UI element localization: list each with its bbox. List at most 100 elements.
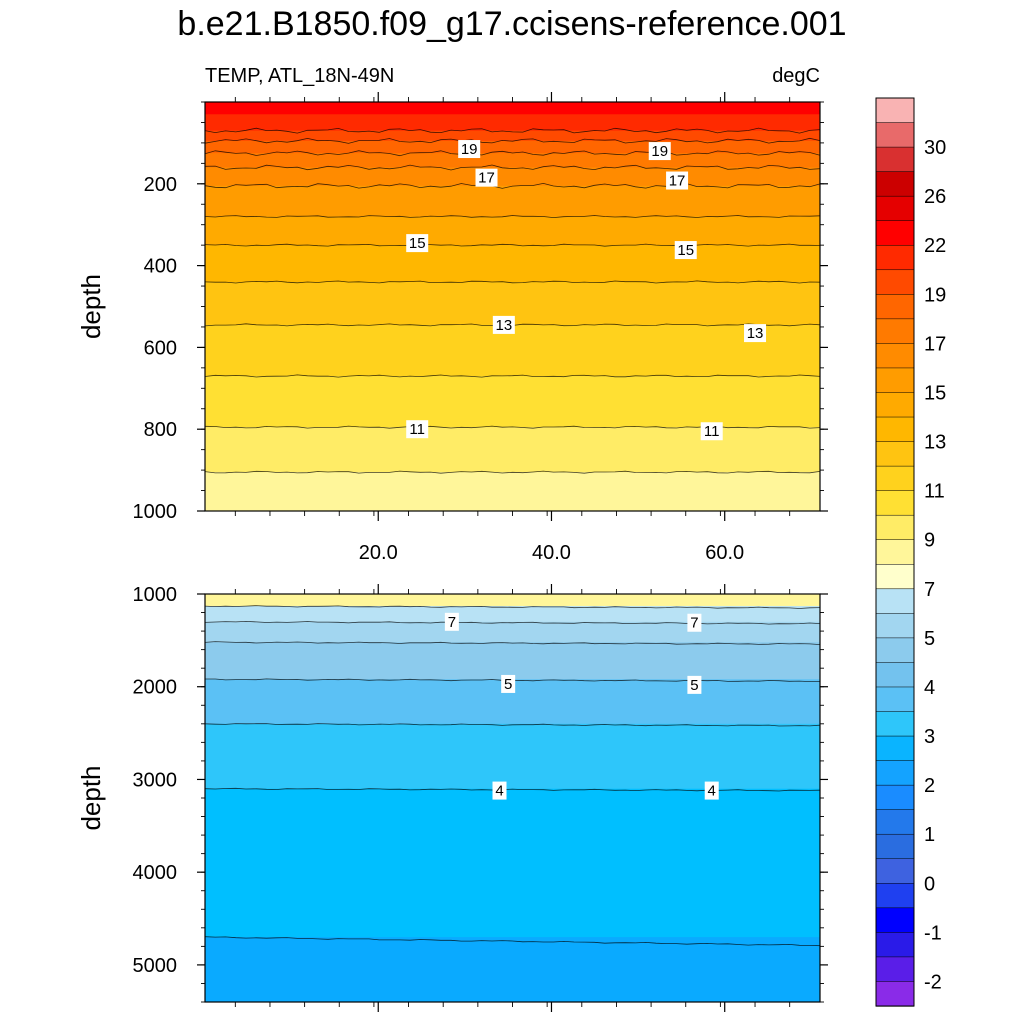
contour-label-box — [501, 674, 516, 693]
y-tick-label: 3000 — [133, 769, 178, 791]
colorbar-swatch — [875, 146, 915, 173]
colorbar-label: -1 — [924, 922, 942, 944]
contour-label: 4 — [708, 783, 716, 800]
field-band — [205, 621, 820, 643]
colorbar-swatch — [875, 514, 915, 541]
field-band — [205, 937, 820, 1003]
colorbar-label: 7 — [924, 579, 935, 601]
field-band — [205, 114, 820, 132]
colorbar-label: 3 — [924, 726, 935, 748]
colorbar-swatch — [875, 932, 915, 958]
colorbar-swatch — [875, 735, 915, 762]
colorbar-swatch — [875, 392, 915, 418]
colorbar-label: 0 — [924, 873, 935, 895]
colorbar-swatch — [875, 97, 915, 124]
contour-line — [204, 620, 821, 625]
left-subtitle: TEMP, ATL_18N-49N — [205, 65, 394, 87]
colorbar-label: 4 — [924, 677, 935, 699]
colorbar-label: 15 — [924, 382, 946, 404]
chart-title: b.e21.B1850.f09_g17.ccisens-reference.00… — [177, 5, 846, 43]
y-tick-label: 200 — [144, 174, 177, 196]
field-band — [205, 245, 820, 283]
colorbar-swatch — [875, 981, 915, 1007]
colorbar-swatch — [875, 711, 915, 737]
colorbar-swatch — [875, 613, 915, 639]
x-tick-label: 60.0 — [705, 542, 744, 564]
right-subtitle: degC — [772, 65, 820, 87]
colorbar: 30 26 22 19 17 15 13 11 9 7 5 4 3 2 1 0 -1 -2 — [875, 97, 946, 1007]
y-axis-label: depth — [76, 274, 106, 339]
contour-label: 5 — [504, 676, 512, 693]
colorbar-swatch — [875, 662, 915, 688]
field-band — [205, 167, 820, 187]
y-tick-label: 1000 — [133, 501, 178, 523]
colorbar-swatch — [875, 784, 915, 811]
colorbar-swatch — [875, 318, 915, 345]
contour-line — [204, 280, 821, 284]
colorbar-swatch — [875, 809, 915, 835]
contour-label-box — [674, 241, 697, 260]
field-band — [205, 594, 820, 607]
contour-line — [204, 723, 821, 727]
colorbar-swatch — [875, 122, 915, 148]
colorbar-label: -2 — [924, 971, 942, 993]
contour-label: 7 — [690, 615, 698, 632]
colorbar-swatch — [875, 564, 915, 590]
colorbar-swatch — [875, 220, 915, 246]
contour-label: 15 — [409, 235, 426, 252]
contour-line — [204, 605, 821, 609]
contour-line — [204, 150, 821, 157]
field-band — [205, 788, 820, 938]
colorbar-swatch — [875, 465, 915, 492]
contour-label-box — [475, 168, 498, 187]
y-tick-label: 2000 — [133, 677, 178, 699]
field-band — [205, 376, 820, 428]
contour-label: 17 — [669, 173, 686, 190]
contour-label-box — [492, 315, 515, 334]
colorbar-swatch — [875, 441, 915, 467]
colorbar-swatch — [875, 269, 915, 295]
contour-label-box — [648, 142, 671, 161]
contour-label-box — [406, 420, 429, 439]
contour-label: 13 — [495, 317, 512, 334]
contour-label: 11 — [409, 421, 425, 438]
contour-line — [204, 243, 821, 247]
colorbar-swatch — [875, 760, 915, 786]
colorbar-swatch — [875, 490, 915, 516]
contour-label: 13 — [747, 325, 764, 342]
colorbar-swatch — [875, 195, 915, 222]
contour-label: 19 — [461, 141, 478, 158]
contour-label: 5 — [690, 677, 698, 694]
field-band — [205, 102, 820, 115]
colorbar-swatch — [875, 956, 915, 983]
colorbar-swatch — [875, 244, 915, 271]
colorbar-swatch — [875, 171, 915, 197]
field-band — [205, 427, 820, 473]
colorbar-frame — [875, 97, 915, 1007]
contour-line — [204, 137, 821, 144]
colorbar-swatch — [875, 294, 915, 320]
contour-line — [204, 470, 821, 474]
contour-label-box — [704, 781, 719, 800]
contour-line — [204, 164, 821, 171]
contour-label-box — [700, 422, 723, 441]
contour-label-box — [458, 140, 481, 159]
field-band — [205, 642, 820, 680]
lower-panel: 7 7 5 5 4 4 1000 2000 3000 4000 5000 depth — [76, 584, 828, 1012]
colorbar-label: 19 — [924, 284, 946, 306]
field-band — [205, 185, 820, 218]
contour-label: 11 — [704, 423, 720, 440]
colorbar-swatch — [875, 858, 915, 884]
colorbar-swatch — [875, 637, 915, 664]
contour-label: 15 — [677, 242, 694, 259]
contour-label-box — [744, 324, 767, 343]
contour-label-box — [492, 781, 507, 800]
colorbar-label: 2 — [924, 775, 935, 797]
colorbar-swatch — [875, 539, 915, 565]
field-band — [205, 723, 820, 790]
contour-label-box — [687, 613, 702, 632]
y-tick-label: 400 — [144, 256, 177, 278]
x-tick-label: 20.0 — [359, 542, 398, 564]
colorbar-label: 1 — [924, 824, 935, 846]
